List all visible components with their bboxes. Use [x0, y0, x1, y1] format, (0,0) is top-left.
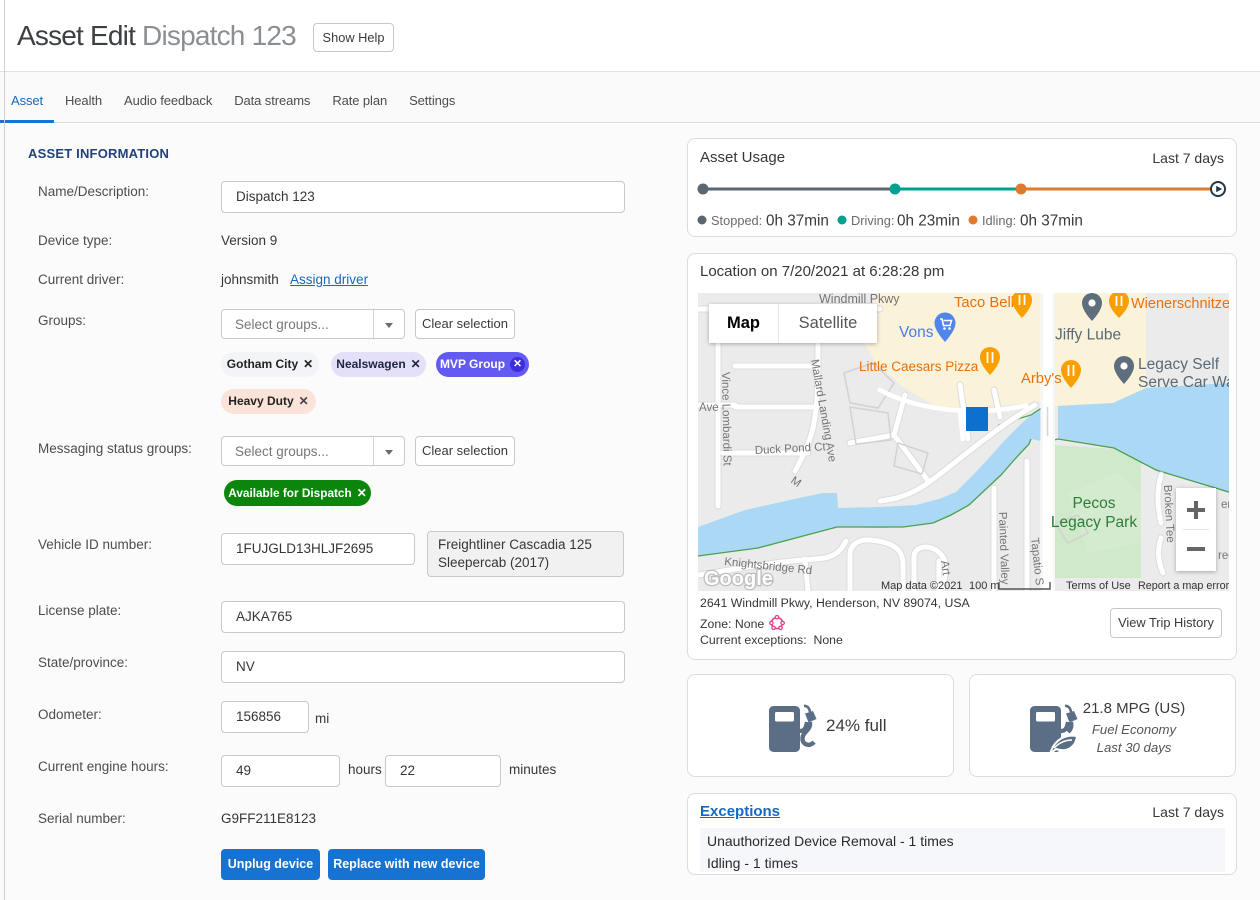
- svg-text:er L: er L: [1221, 499, 1229, 511]
- svg-text:100 m: 100 m: [969, 580, 1000, 591]
- svg-text:Legacy Park: Legacy Park: [1051, 514, 1137, 531]
- svg-text:Windmill Pkwy: Windmill Pkwy: [819, 293, 900, 306]
- svg-text:Report a map error: Report a map error: [1138, 580, 1229, 591]
- svg-text:Duck Pond Ct: Duck Pond Ct: [755, 441, 827, 457]
- svg-text:Legacy Self: Legacy Self: [1138, 356, 1220, 373]
- svg-text:Vince Lombardi St: Vince Lombardi St: [719, 372, 733, 467]
- svg-text:Vons: Vons: [899, 324, 934, 341]
- svg-text:Broken Tee: Broken Tee: [1161, 485, 1176, 544]
- svg-text:Tapatio S: Tapatio S: [1028, 537, 1045, 586]
- svg-text:Idling:: Idling:: [982, 213, 1016, 228]
- svg-text:0h 37min: 0h 37min: [766, 213, 829, 230]
- svg-text:Map data ©2021: Map data ©2021: [881, 580, 963, 591]
- svg-text:Stopped:: Stopped:: [711, 213, 762, 228]
- svg-text:Taco Bell: Taco Bell: [954, 295, 1014, 311]
- svg-text:Painted Valley: Painted Valley: [996, 512, 1011, 585]
- svg-text:Arby's: Arby's: [1021, 371, 1062, 387]
- svg-text:Pecos: Pecos: [1072, 495, 1115, 512]
- svg-text:Terms of Use: Terms of Use: [1066, 580, 1131, 591]
- svg-text:0h 37min: 0h 37min: [1020, 213, 1083, 230]
- svg-text:Google: Google: [704, 568, 773, 590]
- svg-text:Wienerschnitze: Wienerschnitze: [1131, 296, 1229, 312]
- svg-text:ree: ree: [1218, 550, 1229, 562]
- svg-text:Serve Car Was: Serve Car Was: [1138, 374, 1229, 391]
- svg-text:Driving:: Driving:: [851, 213, 894, 228]
- svg-text:Little Caesars Pizza: Little Caesars Pizza: [859, 359, 979, 374]
- svg-text:Ave: Ave: [699, 402, 719, 414]
- svg-text:Jiffy Lube: Jiffy Lube: [1055, 327, 1121, 344]
- svg-text:0h 23min: 0h 23min: [897, 213, 960, 230]
- svg-text:Art: Art: [938, 560, 952, 577]
